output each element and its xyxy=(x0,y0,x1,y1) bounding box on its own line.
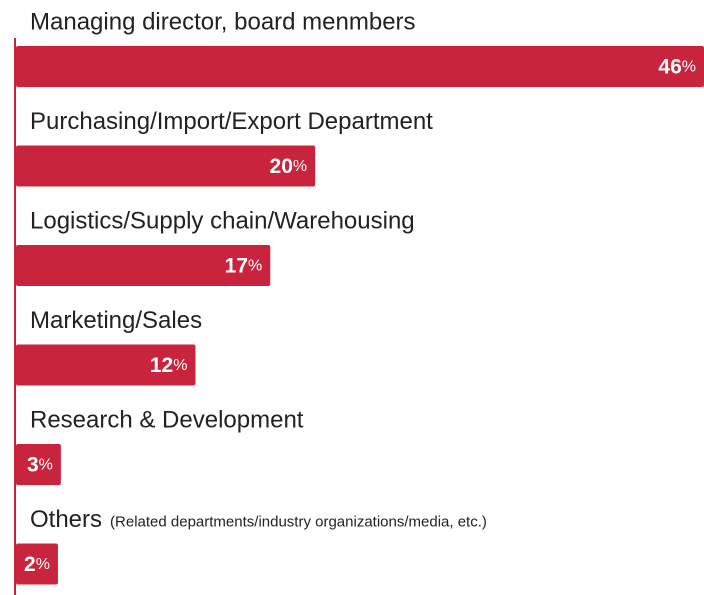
category-label: Purchasing/Import/Export Department xyxy=(30,108,433,135)
value-label: 12% xyxy=(150,354,188,377)
value-label: 17% xyxy=(225,254,263,277)
category-label: Others xyxy=(30,506,102,533)
category-label: Logistics/Supply chain/Warehousing xyxy=(30,207,415,234)
bar xyxy=(16,344,196,386)
category-note: (Related departments/industry organizati… xyxy=(110,513,487,530)
bar xyxy=(16,444,61,485)
bar xyxy=(16,46,704,87)
bar xyxy=(16,145,316,187)
category-label: Marketing/Sales xyxy=(30,307,202,334)
value-label: 46% xyxy=(658,55,696,78)
category-label: Managing director, board menmbers xyxy=(30,8,416,35)
value-label: 3% xyxy=(27,453,53,476)
bar xyxy=(16,543,58,585)
value-label: 2% xyxy=(24,553,50,576)
bar xyxy=(16,245,271,286)
category-label: Research & Development xyxy=(30,406,304,433)
value-label: 20% xyxy=(270,155,308,178)
